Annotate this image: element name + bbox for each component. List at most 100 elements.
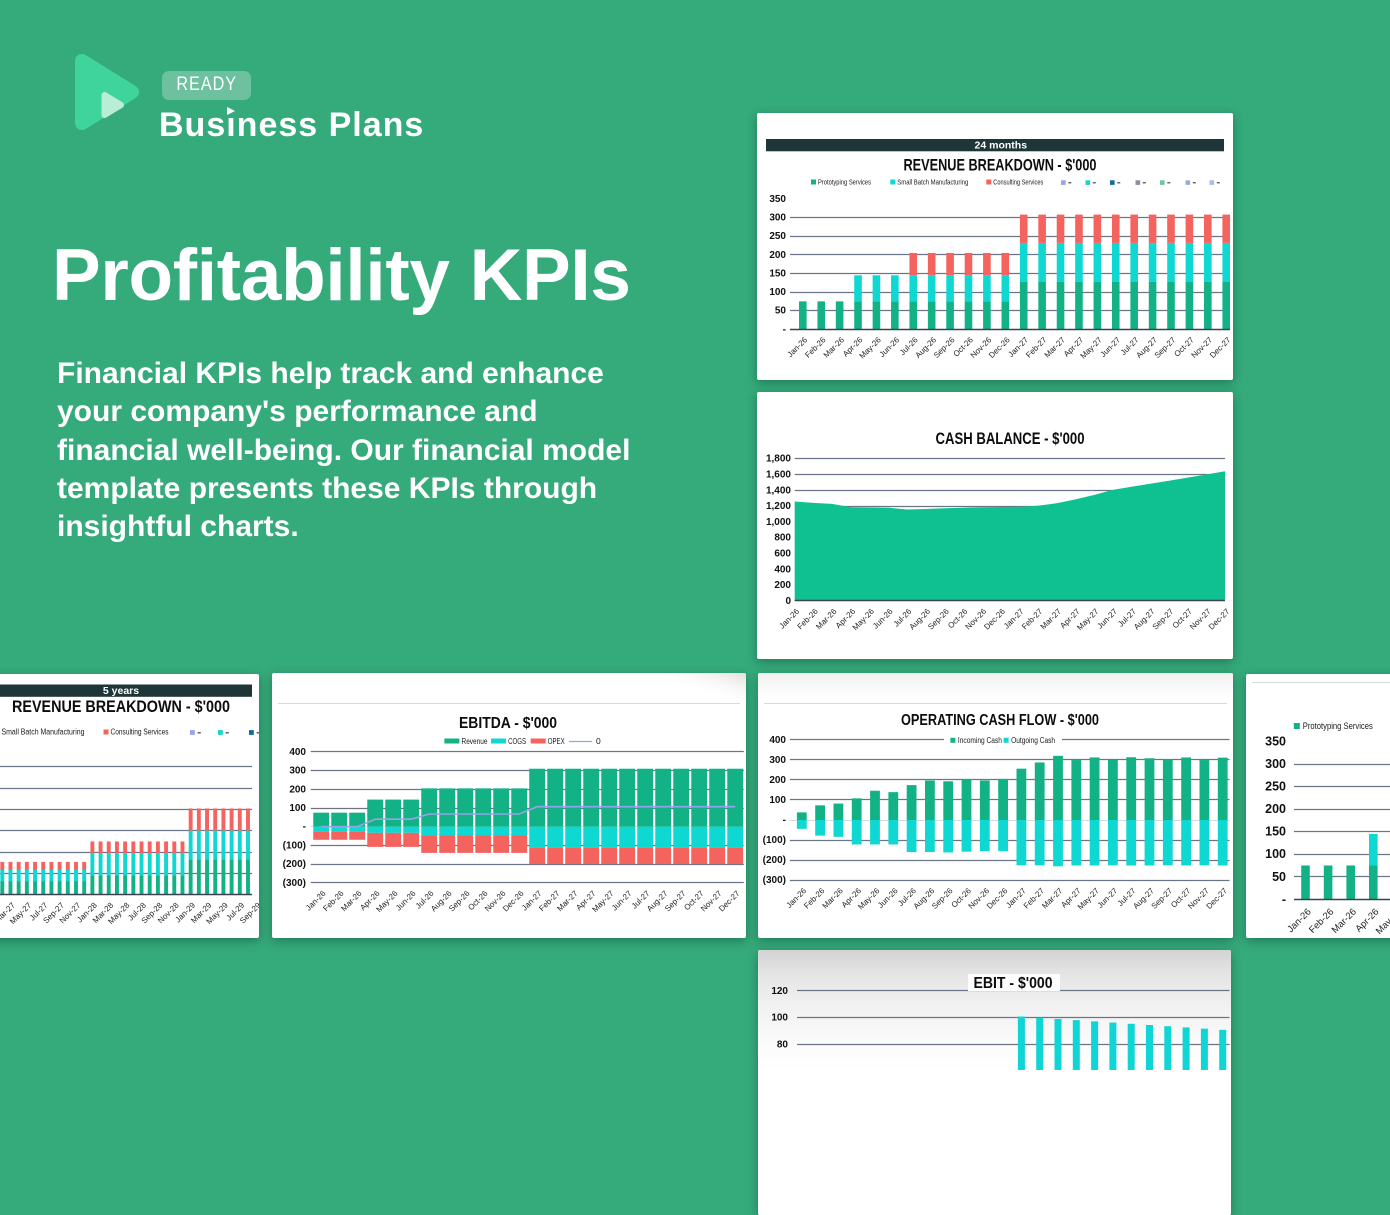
svg-text:-: - — [303, 822, 306, 833]
svg-text:1,800: 1,800 — [766, 454, 791, 465]
svg-text:OPEX: OPEX — [548, 736, 565, 746]
svg-text:Mar-26: Mar-26 — [1330, 907, 1359, 936]
svg-text:CASH BALANCE - $'000: CASH BALANCE - $'000 — [936, 430, 1085, 448]
svg-text:Small Batch Manufacturing: Small Batch Manufacturing — [2, 728, 85, 737]
svg-text:Sep-27: Sep-27 — [1151, 607, 1176, 632]
svg-text:Dec-26: Dec-26 — [985, 886, 1010, 911]
svg-text:Incoming Cash: Incoming Cash — [958, 736, 1002, 745]
svg-text:80: 80 — [777, 1040, 789, 1051]
svg-text:(100): (100) — [283, 840, 306, 851]
svg-text:Sep-26: Sep-26 — [932, 335, 957, 360]
svg-text:400: 400 — [774, 564, 791, 575]
svg-text:Prototyping Services: Prototyping Services — [818, 178, 871, 187]
svg-text:Dec-27: Dec-27 — [717, 888, 742, 913]
svg-text:Mar-26: Mar-26 — [339, 888, 364, 913]
svg-text:1,200: 1,200 — [766, 501, 791, 512]
svg-text:600: 600 — [774, 549, 791, 560]
svg-text:-: - — [783, 815, 786, 826]
svg-text:Jun-26: Jun-26 — [878, 335, 902, 359]
svg-text:Mar-27: Mar-27 — [555, 888, 580, 913]
svg-text:200: 200 — [1265, 802, 1286, 816]
svg-text:Jun-26: Jun-26 — [876, 886, 900, 910]
svg-text:Outgoing Cash: Outgoing Cash — [1011, 736, 1055, 745]
svg-text:Jun-27: Jun-27 — [1095, 607, 1119, 631]
svg-text:1,600: 1,600 — [766, 470, 791, 481]
svg-text:(200): (200) — [763, 855, 786, 866]
svg-text:300: 300 — [769, 755, 786, 766]
svg-text:Mar-26: Mar-26 — [821, 886, 846, 911]
svg-text:Dec-27: Dec-27 — [1208, 335, 1233, 360]
svg-text:100: 100 — [1265, 847, 1286, 861]
svg-text:May-26: May-26 — [851, 607, 877, 633]
svg-text:(200): (200) — [283, 859, 306, 870]
svg-text:150: 150 — [1265, 825, 1286, 839]
svg-text:Jun-26: Jun-26 — [871, 607, 895, 631]
svg-text:Sep-26: Sep-26 — [926, 607, 951, 632]
svg-text:-: - — [783, 324, 786, 335]
svg-text:(300): (300) — [283, 878, 306, 889]
svg-text:Small Batch Manufacturing: Small Batch Manufacturing — [897, 178, 968, 187]
svg-text:800: 800 — [774, 533, 791, 544]
svg-text:Dec-27: Dec-27 — [1205, 886, 1230, 911]
svg-text:250: 250 — [1265, 780, 1286, 794]
svg-text:Jun-27: Jun-27 — [610, 888, 634, 912]
svg-text:250: 250 — [769, 231, 786, 242]
svg-text:EBIT - $'000: EBIT - $'000 — [974, 975, 1053, 992]
svg-text:100: 100 — [769, 287, 786, 298]
svg-text:Prototyping Services: Prototyping Services — [1303, 721, 1373, 732]
svg-text:Mar-27: Mar-27 — [1039, 607, 1064, 632]
svg-text:5 years: 5 years — [103, 685, 139, 697]
svg-text:350: 350 — [1265, 735, 1286, 749]
svg-text:Sep-27: Sep-27 — [663, 888, 688, 913]
svg-text:300: 300 — [769, 213, 786, 224]
svg-text:Dec-26: Dec-26 — [982, 607, 1007, 632]
svg-text:Consulting Services: Consulting Services — [993, 178, 1043, 187]
svg-text:100: 100 — [769, 795, 786, 806]
svg-text:Dec-27: Dec-27 — [1207, 607, 1232, 632]
svg-text:Jun-27: Jun-27 — [1099, 335, 1123, 359]
svg-text:Sep-27: Sep-27 — [1153, 335, 1178, 360]
svg-text:24 months: 24 months — [975, 140, 1028, 152]
svg-text:Mar-27: Mar-27 — [1043, 335, 1068, 360]
svg-text:200: 200 — [769, 250, 786, 261]
svg-text:1,000: 1,000 — [766, 517, 791, 528]
svg-text:May-27: May-27 — [1079, 335, 1105, 361]
svg-text:300: 300 — [1265, 757, 1286, 771]
svg-text:200: 200 — [769, 775, 786, 786]
svg-text:REVENUE BREAKDOWN - $'000: REVENUE BREAKDOWN - $'000 — [904, 157, 1097, 175]
svg-text:Sep-26: Sep-26 — [447, 888, 472, 913]
svg-text:Jun-26: Jun-26 — [394, 888, 418, 912]
svg-text:Sep-26: Sep-26 — [930, 886, 955, 911]
svg-text:100: 100 — [289, 803, 306, 814]
svg-text:200: 200 — [774, 580, 791, 591]
svg-text:(300): (300) — [763, 875, 786, 886]
svg-text:Jun-27: Jun-27 — [1096, 886, 1120, 910]
svg-text:0: 0 — [596, 736, 601, 746]
svg-text:0: 0 — [785, 596, 791, 607]
svg-text:REVENUE BREAKDOWN - $'000: REVENUE BREAKDOWN - $'000 — [12, 698, 230, 716]
svg-text:-: - — [1282, 892, 1286, 906]
svg-text:(100): (100) — [763, 835, 786, 846]
svg-text:EBITDA - $'000: EBITDA - $'000 — [459, 715, 557, 732]
svg-text:50: 50 — [1272, 870, 1286, 884]
svg-text:COGS: COGS — [508, 736, 526, 746]
svg-text:50: 50 — [775, 306, 787, 317]
svg-text:Consulting Services: Consulting Services — [111, 728, 169, 737]
svg-text:Sep-27: Sep-27 — [1150, 886, 1175, 911]
svg-text:120: 120 — [771, 986, 788, 997]
svg-text:Mar-27: Mar-27 — [1040, 886, 1065, 911]
svg-text:300: 300 — [289, 766, 306, 777]
svg-text:200: 200 — [289, 784, 306, 795]
svg-text:100: 100 — [771, 1013, 788, 1024]
svg-text:400: 400 — [289, 747, 306, 758]
svg-text:400: 400 — [769, 735, 786, 746]
svg-text:150: 150 — [769, 268, 786, 279]
svg-text:Dec-26: Dec-26 — [987, 335, 1012, 360]
svg-text:1,400: 1,400 — [766, 485, 791, 496]
svg-text:May-27: May-27 — [1075, 607, 1101, 633]
svg-text:350: 350 — [769, 194, 786, 205]
svg-text:Mar-26: Mar-26 — [822, 335, 847, 360]
svg-text:Revenue: Revenue — [462, 736, 488, 746]
svg-text:Mar-26: Mar-26 — [814, 607, 839, 632]
svg-text:OPERATING CASH FLOW - $'000: OPERATING CASH FLOW - $'000 — [901, 712, 1099, 729]
